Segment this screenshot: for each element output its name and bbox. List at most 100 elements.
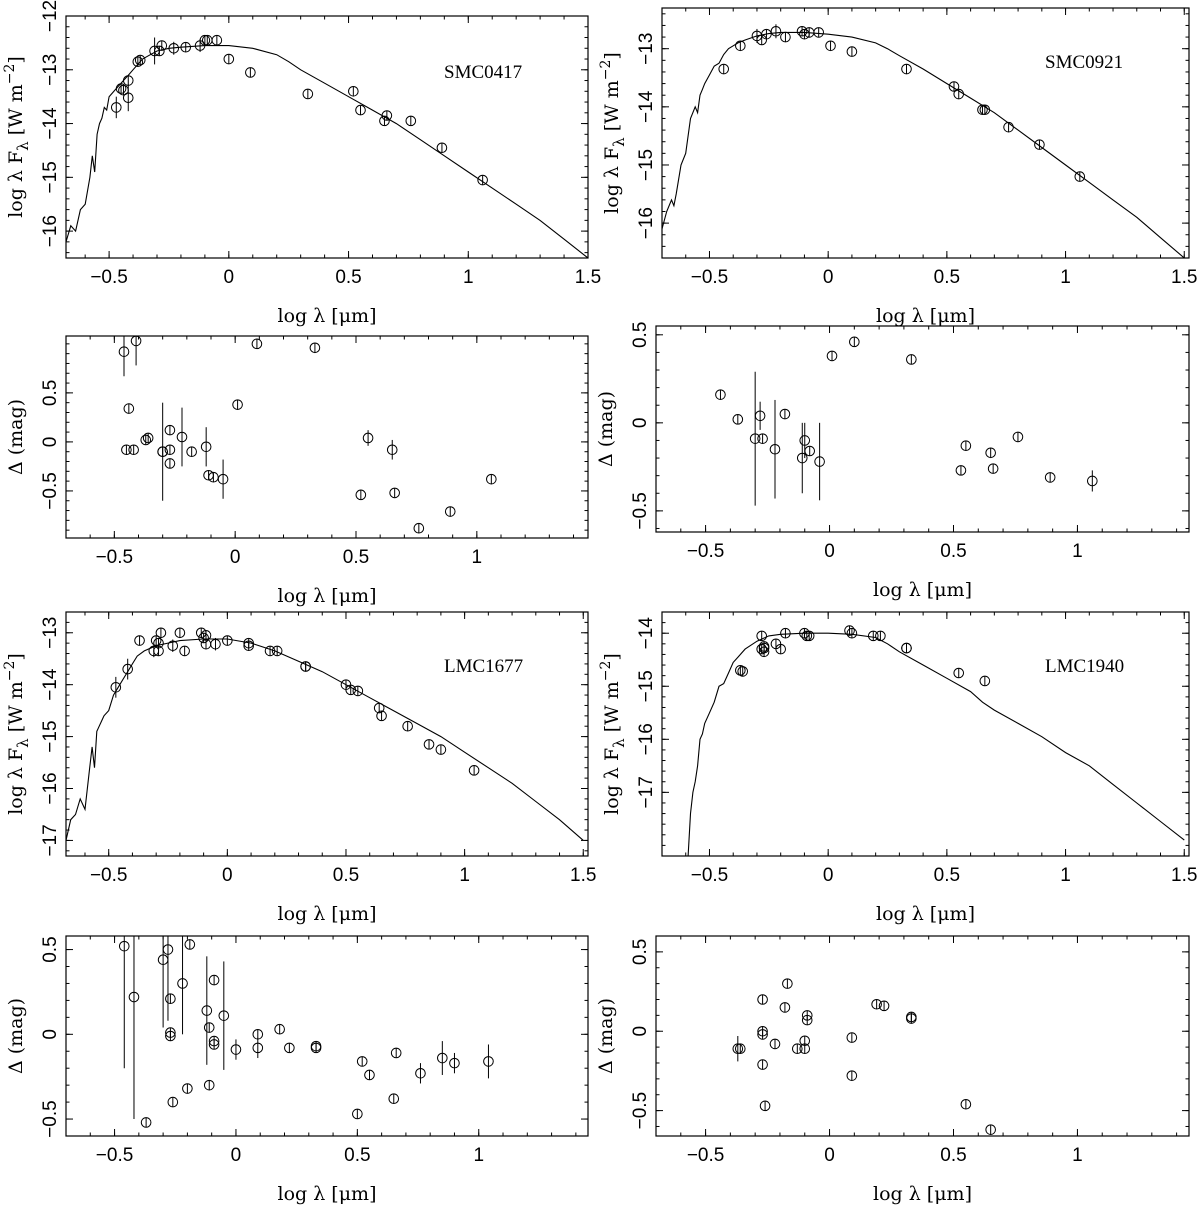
y-axis-label: Δ (mag) [5,399,27,475]
data-point [177,978,188,989]
data-point [302,88,314,100]
x-axis-label: log λ [μm] [278,305,377,327]
y-tick-label: 0.5 [40,380,61,406]
y-axis-label: log λ Fλ [W m−2] [2,56,32,218]
data-point [252,1042,264,1054]
data-point [364,1069,375,1081]
data-point [200,441,212,453]
data-point [761,28,772,40]
y-tick-label: −15 [40,161,61,193]
plot-frame [655,325,1190,533]
object-name-label: SMC0417 [444,62,522,83]
data-point [168,42,180,54]
y-tick-label: 0 [40,1029,61,1040]
data-point [121,444,132,456]
data-point [754,410,766,422]
x-tick-label: 0.5 [940,1145,966,1166]
data-point [825,40,836,52]
data-point [1012,431,1024,443]
x-tick-label: 0 [222,865,233,886]
data-point [264,645,276,657]
plot-frame [65,611,589,857]
x-tick-label: 1 [1060,267,1071,288]
x-tick-label: 0 [230,547,241,568]
data-point [379,115,390,127]
data-point [979,675,991,687]
y-tick-label: 0.5 [40,936,61,962]
plot-area [66,34,588,258]
y-tick-label: −17 [40,824,61,856]
data-point [770,25,782,37]
data-point [208,974,220,986]
data-point [274,1023,285,1035]
x-tick-label: 1.5 [1171,865,1197,886]
data-point [164,424,176,436]
y-tick-label: −14 [40,107,61,140]
data-point [468,765,480,776]
data-point [953,667,965,679]
data-point [222,635,233,646]
y-tick-label: −0.5 [630,492,651,530]
data-point [799,1043,811,1054]
x-tick-label: 1 [463,267,474,288]
data-point [813,27,824,38]
data-point [243,637,254,649]
object-name-label: SMC0921 [1045,52,1123,73]
data-point [388,1093,400,1105]
data-point [435,744,447,755]
data-point [801,630,813,642]
data-point [814,456,825,467]
data-point [217,473,229,485]
data-point [118,940,130,952]
data-point [953,88,965,100]
data-point [801,1010,813,1021]
data-point [182,1083,193,1094]
data-point [757,994,768,1005]
data-point [309,342,321,354]
data-point [979,104,991,116]
x-tick-label: 0 [823,267,834,288]
y-axis-label: log λ Fλ [W m−2] [598,52,628,214]
data-point [757,433,768,444]
y-axis-label: Δ (mag) [595,391,617,467]
data-point [134,635,145,646]
data-point [758,642,770,654]
plot-frame [65,335,589,539]
x-tick-label: 0.5 [344,1145,370,1166]
y-tick-label: 0 [630,418,651,429]
data-point [110,681,122,693]
residual-panel-smc0921: −0.5 0 0.5 1 0.5 0 −0.5 log λ [μm] Δ (mag) [595,322,1190,601]
data-point [184,939,196,950]
data-point [201,1005,213,1016]
data-point [846,1032,858,1043]
data-point [796,25,808,37]
data-point [162,944,174,955]
data-point [110,102,122,113]
data-point [402,720,413,732]
data-point [165,1030,176,1042]
data-point [423,739,435,750]
data-point [987,463,999,474]
data-point [150,635,162,646]
data-point [134,54,146,66]
data-point [955,465,967,476]
data-point [180,41,192,53]
x-tick-label: 1.5 [1171,267,1197,288]
y-tick-label: −15 [40,720,61,752]
y-tick-label: 0.5 [630,322,651,348]
residual-panel-lmc1940: −0.5 0 0.5 1 0.5 0 −0.5 log λ [μm] Δ (mag) [595,935,1190,1205]
data-point [779,1002,791,1013]
data-point [154,45,165,57]
data-point [960,440,972,452]
y-tick-label: −14 [636,617,657,650]
data-point [165,993,176,1005]
x-axis-label: log λ [μm] [873,579,972,601]
plot-frame [65,15,589,259]
data-point [846,1070,858,1081]
data-point [211,34,223,46]
data-point [157,446,168,458]
data-point [156,40,168,51]
plot-frame [65,935,589,1137]
data-point [405,115,417,127]
data-point [906,1011,917,1023]
